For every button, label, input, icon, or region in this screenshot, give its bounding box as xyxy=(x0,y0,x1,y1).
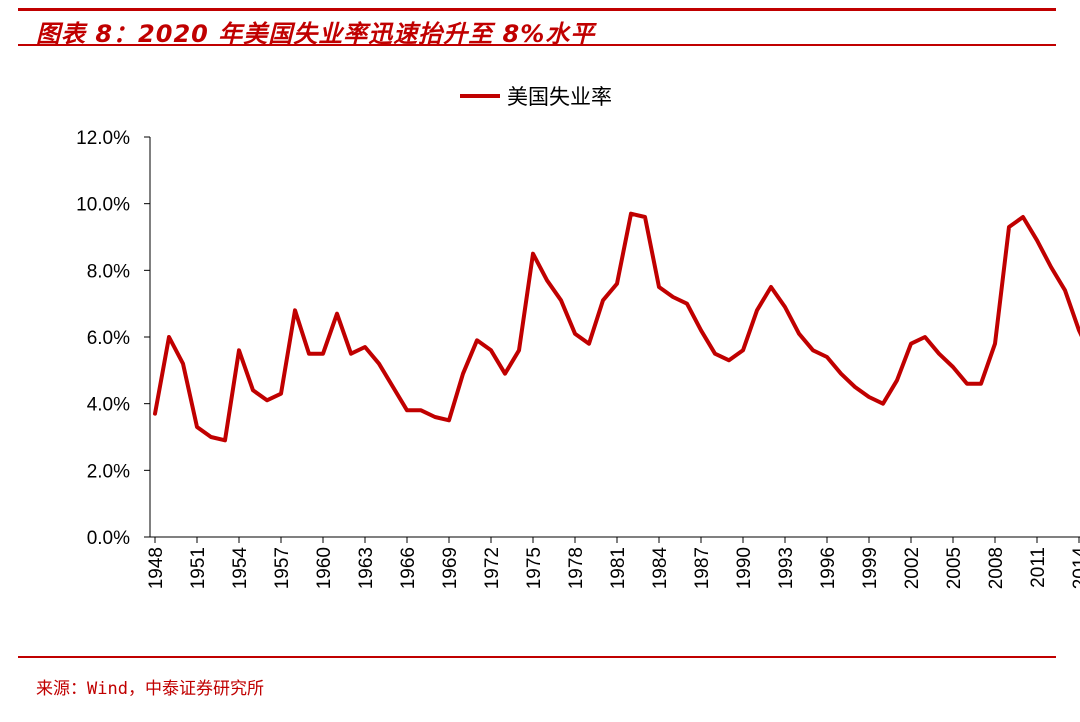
y-tick-label: 8.0% xyxy=(87,261,130,282)
x-tick-label: 1996 xyxy=(818,547,839,589)
x-tick-label: 2011 xyxy=(1028,547,1049,588)
x-tick-label: 1948 xyxy=(146,547,167,589)
x-tick-label: 1990 xyxy=(734,547,755,589)
axes-layer: 0.0% 2.0% 4.0% 6.0% 8.0% 10.0% 12.0% 1948 1951 19… xyxy=(76,128,1080,589)
line-chart: 0.0% 2.0% 4.0% 6.0% 8.0% 10.0% 12.0% 1948 1951 19… xyxy=(76,85,1080,589)
x-tick-label: 1975 xyxy=(524,547,545,589)
source-note: 来源：Wind，中泰证券研究所 xyxy=(36,679,264,699)
top-rule-thick xyxy=(18,8,1056,11)
x-tick-label: 1993 xyxy=(776,547,797,589)
x-tick-label: 1954 xyxy=(230,547,251,590)
y-tick-label: 6.0% xyxy=(87,328,130,349)
bottom-rule xyxy=(18,656,1056,658)
x-tick-label: 1966 xyxy=(398,547,419,589)
x-tick-label: 2014 xyxy=(1070,547,1080,590)
x-tick-label: 1960 xyxy=(314,547,335,589)
y-tick-label: 2.0% xyxy=(87,461,130,482)
y-tick-label: 4.0% xyxy=(87,395,130,416)
legend: 美国失业率 xyxy=(460,85,612,109)
x-tick-label: 1984 xyxy=(650,547,671,590)
x-tick-label: 1951 xyxy=(188,547,209,589)
x-tick-label: 1963 xyxy=(356,547,377,589)
x-tick-label: 1978 xyxy=(566,547,587,589)
top-rule-thin xyxy=(18,44,1056,46)
x-tick-label: 1999 xyxy=(860,547,881,589)
series-line-layer xyxy=(153,211,1080,443)
y-tick-label: 12.0% xyxy=(76,128,130,149)
x-tick-label: 2002 xyxy=(902,547,923,589)
x-tick-label: 2008 xyxy=(986,547,1007,589)
x-tick-label: 2005 xyxy=(944,547,965,589)
figure-title: 图表 8：2020 年美国失业率迅速抬升至 8%水平 xyxy=(36,20,596,48)
legend-label: 美国失业率 xyxy=(507,85,612,109)
x-tick-label: 1969 xyxy=(440,547,461,589)
x-tick-label: 1981 xyxy=(608,547,629,589)
y-tick-label: 10.0% xyxy=(76,195,130,216)
x-tick-label: 1957 xyxy=(272,547,293,589)
x-tick-label: 1972 xyxy=(482,547,503,589)
x-tick-label: 1987 xyxy=(692,547,713,589)
series-line-unemployment xyxy=(153,211,1080,443)
y-tick-label: 0.0% xyxy=(87,528,130,549)
